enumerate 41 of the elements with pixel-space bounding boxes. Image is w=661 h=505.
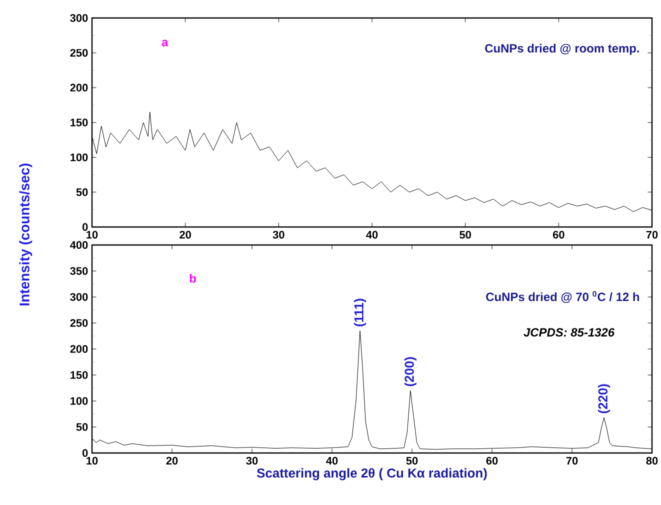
x-tick-label: 70	[646, 230, 658, 239]
x-tick-label: 80	[646, 456, 658, 465]
annotation: (111)	[354, 298, 366, 326]
x-tick-label: 30	[246, 456, 258, 465]
x-tick-label: 60	[486, 456, 498, 465]
y-axis-title: Intensity (counts/sec)	[19, 164, 32, 306]
annotation: (200)	[404, 357, 416, 386]
y-tick-label: 250	[70, 319, 88, 327]
y-tick-label: 100	[70, 153, 88, 162]
x-tick-label: 60	[552, 230, 564, 239]
y-tick-label: 250	[70, 48, 88, 57]
annotation: (220)	[598, 384, 610, 414]
x-tick-label: 20	[180, 230, 191, 239]
x-tick-label: 40	[326, 456, 338, 465]
y-tick-label: 0	[82, 449, 88, 457]
y-tick-label: 300	[70, 293, 88, 301]
y-tick-label: 100	[70, 397, 88, 405]
annotation: JCPDS: 85-1326	[524, 328, 615, 337]
x-axis-title: Scattering angle 2θ ( Cu Kα radiation)	[256, 468, 487, 480]
x-tick-label: 70	[566, 456, 578, 465]
x-tick-label: 30	[272, 230, 284, 239]
y-tick-label: 400	[70, 241, 88, 249]
annotation: b	[190, 274, 196, 283]
annotation: CuNPs dried @ 70 $^{0}$C / 12 h	[486, 291, 639, 303]
x-tick-label: 10	[86, 456, 98, 465]
y-tick-label: 300	[70, 14, 88, 22]
x-tick-label: 40	[366, 230, 378, 239]
y-tick-label: 200	[70, 345, 88, 353]
x-tick-label: 10	[86, 230, 98, 239]
y-tick-label: 150	[70, 371, 88, 379]
y-tick-label: 50	[76, 188, 88, 196]
x-tick-label: 50	[406, 456, 418, 465]
y-tick-label: 350	[70, 267, 88, 275]
x-tick-label: 20	[166, 456, 178, 465]
x-tick-label: 50	[460, 230, 471, 239]
annotation: CuNPs dried @ room temp.	[485, 44, 639, 55]
y-tick-label: 200	[70, 84, 88, 92]
y-tick-label: 150	[70, 118, 88, 126]
y-tick-label: 0	[82, 223, 88, 231]
annotation: a	[162, 40, 168, 46]
y-tick-label: 50	[76, 423, 88, 431]
